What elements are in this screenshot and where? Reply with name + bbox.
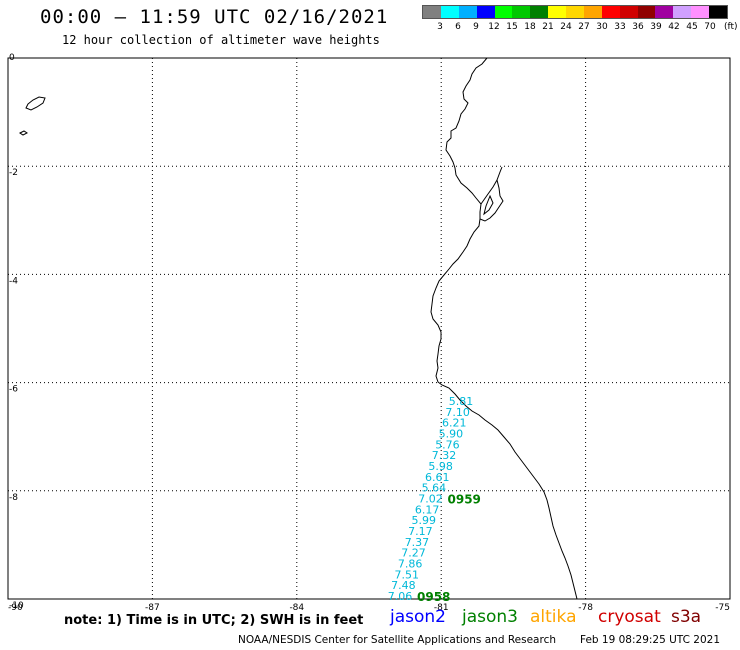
lon-tick-label: -78 (578, 603, 593, 613)
track-time-label: 0958 (417, 590, 450, 604)
wave-height-value: 7.48 (391, 579, 416, 592)
coastline (430, 57, 578, 600)
legend-label: 24 (560, 22, 572, 32)
wave-height-value: 6.61 (425, 471, 450, 484)
track-time-label: 0959 (448, 493, 481, 507)
wave-height-value: 7.17 (408, 525, 433, 538)
legend-unit: (ft) (724, 22, 738, 32)
map-frame (7, 57, 731, 600)
legend-label: 3 (437, 22, 443, 32)
legend-label: 45 (686, 22, 698, 32)
estuary (479, 166, 504, 222)
legend-label: 42 (668, 22, 680, 32)
legend-swatch (530, 6, 549, 18)
legend-swatch (423, 6, 441, 18)
wave-height-value: 6.17 (415, 503, 440, 516)
wave-height-value: 6.21 (442, 417, 467, 430)
legend-swatch (512, 6, 531, 18)
lat-tick-label: 0 (9, 53, 15, 63)
wave-height-value: 5.99 (411, 514, 436, 527)
legend-swatch (458, 6, 477, 18)
lon-tick-label: -81 (434, 603, 449, 613)
legend-swatch (548, 6, 566, 18)
wave-height-value: 7.37 (405, 536, 430, 549)
legend-label: 30 (596, 22, 608, 32)
credit-line: NOAA/NESDIS Center for Satellite Applica… (238, 634, 556, 646)
wave-height-value: 5.90 (439, 428, 464, 441)
wave-height-value: 7.32 (432, 449, 457, 462)
lat-tick-label: -8 (9, 493, 18, 503)
satellite-cryosat: cryosat (598, 607, 661, 627)
legend-swatch (673, 6, 692, 18)
wave-height-value: 7.02 (418, 493, 443, 506)
wave-height-value: 5.76 (435, 438, 460, 451)
legend-swatch (440, 6, 459, 18)
footer-note: note: 1) Time is in UTC; 2) SWH is in fe… (64, 613, 364, 628)
wave-height-value: 5.98 (428, 460, 453, 473)
legend-swatch (476, 6, 495, 18)
legend-swatch (637, 6, 656, 18)
satellite-jason2: jason2 (390, 607, 446, 627)
satellite-s3a: s3a (671, 607, 702, 627)
legend-label: 21 (542, 22, 554, 32)
legend-label: 70 (704, 22, 716, 32)
wave-height-value: 7.06 (388, 590, 413, 603)
legend-label: 27 (578, 22, 590, 32)
wave-height-legend: 3 6 9 12 15 18 21 24 27 30 33 36 39 42 45 70 (ft) (422, 5, 738, 35)
legend-swatch (566, 6, 584, 18)
lat-tick-label: -2 (9, 168, 18, 178)
lon-tick-label: -84 (289, 603, 304, 613)
legend-swatch (655, 6, 674, 18)
legend-label: 33 (614, 22, 626, 32)
satellite-jason3: jason3 (462, 607, 518, 627)
lon-tick-label: -90 (8, 603, 23, 613)
wave-height-value: 5.81 (449, 395, 474, 408)
legend-label: 15 (506, 22, 518, 32)
satellite-altika: altika (530, 607, 577, 627)
wave-height-value: 5.64 (422, 482, 447, 495)
legend-label: 18 (524, 22, 536, 32)
legend-swatch (709, 6, 727, 18)
legend-label: 12 (488, 22, 500, 32)
legend-label: 6 (455, 22, 461, 32)
lat-tick-label: -4 (9, 276, 18, 286)
lat-tick-label: -10 (9, 601, 24, 611)
legend-color-bar (422, 5, 728, 19)
map-title: 00:00 – 11:59 UTC 02/16/2021 (40, 6, 389, 28)
wave-height-value: 7.10 (445, 406, 470, 419)
tick-labels: -90 -87 -84 -81 -78 -75 0 -2 -4 -6 -8 -10 (8, 53, 730, 613)
map-subtitle: 12 hour collection of altimeter wave hei… (62, 33, 380, 47)
lon-tick-label: -87 (145, 603, 160, 613)
gridlines (8, 58, 730, 599)
legend-label: 36 (632, 22, 644, 32)
galapagos-island-isabela (25, 96, 46, 111)
wave-height-value: 7.86 (398, 558, 423, 571)
lon-tick-label: -75 (715, 603, 730, 613)
credit-timestamp: Feb 19 08:29:25 UTC 2021 (580, 634, 720, 646)
jason3-track: 5.817.106.215.905.767.325.986.615.647.02… (388, 395, 481, 604)
legend-swatch (691, 6, 709, 18)
legend-label: 39 (650, 22, 662, 32)
legend-swatch (619, 6, 638, 18)
legend-swatch (494, 6, 513, 18)
lat-tick-label: -6 (9, 385, 18, 395)
legend-swatch (601, 6, 620, 18)
galapagos-island-small (19, 130, 28, 136)
legend-swatch (583, 6, 602, 18)
wave-height-value: 7.27 (401, 547, 426, 560)
legend-label: 9 (473, 22, 479, 32)
wave-height-value: 7.51 (395, 568, 420, 581)
